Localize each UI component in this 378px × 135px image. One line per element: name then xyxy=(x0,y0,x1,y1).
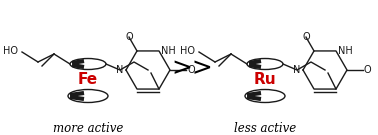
Text: HO: HO xyxy=(3,46,18,56)
Text: O: O xyxy=(364,65,372,75)
Text: NH: NH xyxy=(161,46,176,56)
Text: N: N xyxy=(293,65,300,75)
Text: more active: more active xyxy=(53,122,123,134)
Text: O: O xyxy=(125,32,133,42)
Text: NH: NH xyxy=(338,46,353,56)
Text: Ru: Ru xyxy=(254,72,276,87)
Text: less active: less active xyxy=(234,122,296,134)
Text: Fe: Fe xyxy=(78,72,98,87)
Text: >>: >> xyxy=(171,56,213,80)
Text: O: O xyxy=(302,32,310,42)
Text: N: N xyxy=(116,65,123,75)
Text: HO: HO xyxy=(180,46,195,56)
Text: O: O xyxy=(187,65,195,75)
